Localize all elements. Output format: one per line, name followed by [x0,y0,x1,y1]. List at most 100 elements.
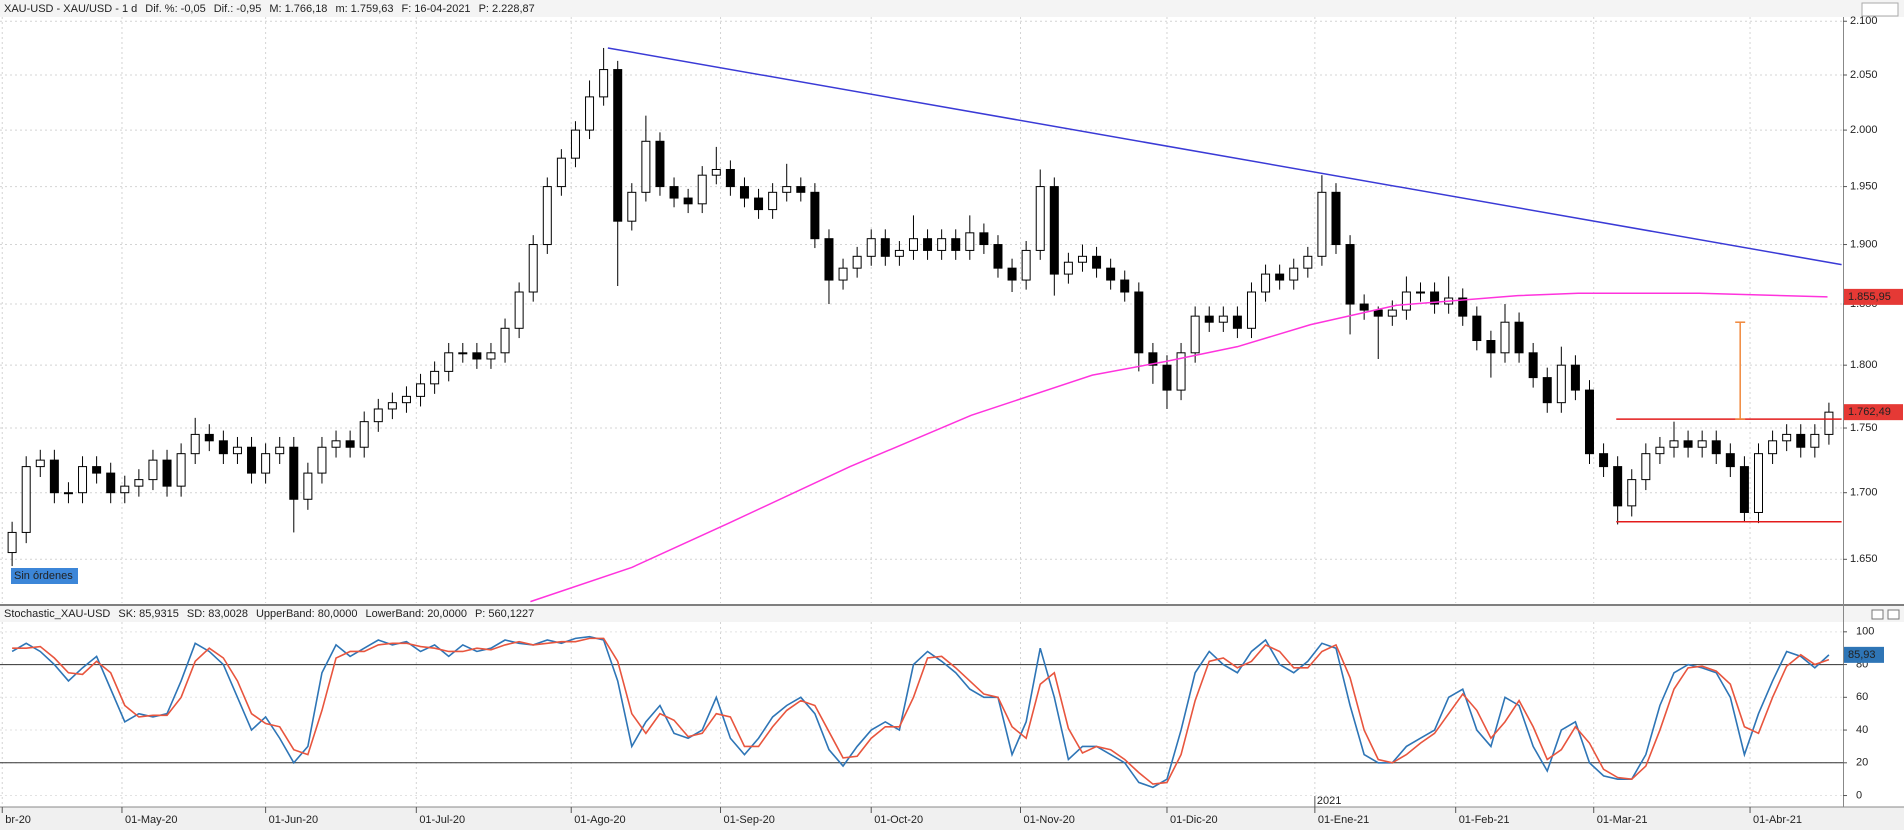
candle-body [1246,291,1256,329]
candle-body [542,186,552,246]
candle-body [430,370,440,385]
x-tick-label: 01-Sep-20 [724,814,775,826]
y-tick-label: 2.000 [1850,124,1878,136]
candle-body [317,446,327,474]
candle-body [1584,389,1594,455]
candle-body [655,140,665,188]
candle-body [1570,364,1580,391]
y-tick-label: 1.950 [1850,180,1878,192]
y-tick-label: 100 [1856,626,1874,638]
x-tick-label: 01-Dic-20 [1170,814,1218,826]
y-tick-label: 1.800 [1850,359,1878,371]
candle-body [1331,191,1341,246]
candle-body [824,238,834,281]
value-marker-label: 85,93 [1848,649,1876,661]
candle-body [1289,267,1299,281]
stat-label: Dif.: [214,3,234,15]
x-tick-label: br-20 [5,814,31,826]
candle-body [585,96,595,131]
candle-body [1162,364,1172,391]
candle-body [1753,453,1763,513]
x-tick-label: 01-Jun-20 [269,814,319,826]
candle-body [49,459,59,494]
badge-label: Sin órdenes [14,570,73,582]
window-button[interactable] [1887,609,1900,620]
candle-body [739,186,749,199]
x-tick-label: 01-Abr-21 [1753,814,1802,826]
candle-body [500,327,510,354]
candle-body [1683,440,1693,448]
candle-body [838,267,848,281]
x-tick-label: 01-Mar-21 [1597,814,1648,826]
stat-label: F: [402,3,412,15]
candle-body [796,186,806,193]
stat-label: SD: [187,608,205,620]
candle-body [289,446,299,500]
candle-body [401,395,411,404]
overlay-line [607,47,1842,266]
candle-body [1134,291,1144,354]
stat-label: P: [475,608,485,620]
candle-body [556,157,566,188]
candle-body [1303,255,1313,269]
candle-body [1472,315,1482,342]
header-bar [0,606,1904,622]
stat-value: 560,1227 [488,608,534,620]
candle-body [106,472,116,494]
candle-body [1768,440,1778,455]
candle-body [21,466,31,533]
x-tick-label: 01-May-20 [125,814,178,826]
candle-body [359,421,369,448]
header-bar [0,0,1904,17]
y-tick-label: 2.050 [1850,69,1878,81]
candle-body [261,453,271,474]
candle-body [92,466,102,474]
candle-body [1035,186,1045,251]
candle-body [1176,352,1186,391]
y-tick-label: 1.700 [1850,487,1878,499]
value-marker [1844,646,1884,663]
candle-body [1106,267,1116,281]
overlay-line [530,292,1828,603]
stochastic-line [12,637,1830,785]
candle-body [1387,309,1397,317]
candle-body [641,140,651,193]
candle-body [472,352,482,360]
candle-body [1627,479,1637,507]
candle-body [725,168,735,188]
candle-body [148,459,158,481]
candle-body [1063,261,1073,275]
candle-body [1077,255,1087,263]
candle-body [711,168,721,176]
stat-value: 2.228,87 [492,3,535,15]
y-tick-label: 1.900 [1850,238,1878,250]
window-button[interactable] [1871,609,1884,620]
candle-body [754,197,764,211]
candle-body [120,485,130,494]
stochastic-pane [0,635,1843,789]
y-tick-label: 0 [1856,789,1862,801]
candle-body [1655,446,1665,455]
candle-body [1218,315,1228,323]
candle-body [1275,273,1285,281]
stat-label: SK: [118,608,136,620]
x-tick-label: 01-Ene-21 [1318,814,1369,826]
x-tick-label: 01-Nov-20 [1024,814,1075,826]
candle-body [810,191,820,240]
window-button[interactable] [1861,2,1899,17]
y-tick-label: 60 [1856,691,1868,703]
candle-body [1599,453,1609,468]
candle-body [993,244,1003,269]
stat-value: 16-04-2021 [414,3,470,15]
candle-body [275,446,285,455]
candle-body [1500,321,1510,354]
candle-body [331,440,341,448]
candle-body [1415,291,1425,294]
candle-body [1120,279,1130,293]
candle-body [1725,453,1735,468]
candle-body [697,174,707,205]
candle-body [599,69,609,98]
candle-body [768,191,778,211]
candle-body [7,531,17,554]
